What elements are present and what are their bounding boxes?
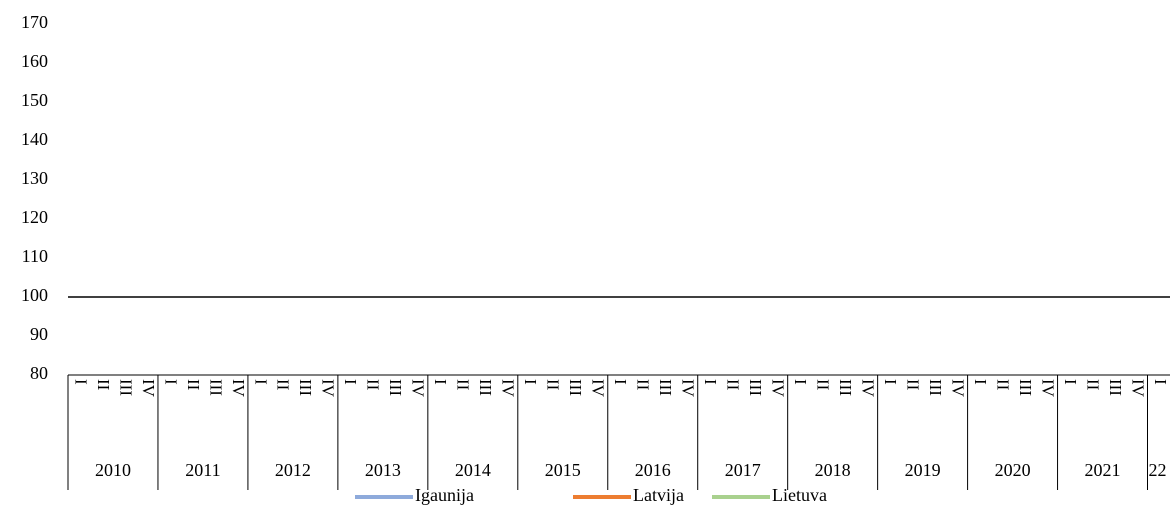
year-label: 2020 bbox=[995, 460, 1031, 480]
x-tick-label: I bbox=[161, 379, 180, 385]
x-tick-label: II bbox=[903, 379, 922, 391]
x-tick-label: I bbox=[1061, 379, 1080, 385]
x-tick-label: IV bbox=[409, 379, 428, 398]
year-label: 2011 bbox=[185, 460, 220, 480]
x-tick-label: II bbox=[634, 379, 653, 391]
x-tick-label: III bbox=[836, 379, 855, 396]
x-tick-label: IV bbox=[499, 379, 518, 398]
year-label: 2018 bbox=[815, 460, 851, 480]
x-tick-label: IV bbox=[229, 379, 248, 398]
year-label: 2013 bbox=[365, 460, 401, 480]
y-tick-label: 150 bbox=[21, 90, 48, 110]
y-tick-label: 130 bbox=[21, 168, 48, 188]
x-tick-label: IV bbox=[679, 379, 698, 398]
legend-label: Igaunija bbox=[415, 485, 474, 505]
x-tick-label: II bbox=[454, 379, 473, 391]
x-tick-label: I bbox=[881, 379, 900, 385]
x-tick-label: II bbox=[364, 379, 383, 391]
y-tick-label: 160 bbox=[21, 51, 48, 71]
x-tick-label: IV bbox=[858, 379, 877, 398]
x-tick-label: I bbox=[1151, 379, 1170, 385]
x-tick-label: III bbox=[926, 379, 945, 396]
x-tick-label: III bbox=[386, 379, 405, 396]
year-label: 2014 bbox=[455, 460, 491, 480]
year-label: 2012 bbox=[275, 460, 311, 480]
year-label: 2016 bbox=[635, 460, 671, 480]
legend-label: Latvija bbox=[633, 485, 684, 505]
year-label: 2015 bbox=[545, 460, 581, 480]
year-label: 2010 bbox=[95, 460, 131, 480]
year-label: 22 bbox=[1149, 460, 1167, 480]
y-tick-label: 80 bbox=[30, 363, 48, 383]
x-tick-label: IV bbox=[139, 379, 158, 398]
x-tick-label: III bbox=[1106, 379, 1125, 396]
y-tick-label: 140 bbox=[21, 129, 48, 149]
year-label: 2019 bbox=[905, 460, 941, 480]
x-tick-label: IV bbox=[1038, 379, 1057, 398]
x-tick-label: II bbox=[814, 379, 833, 391]
x-tick-label: II bbox=[94, 379, 113, 391]
y-tick-label: 170 bbox=[21, 12, 48, 32]
x-tick-label: III bbox=[206, 379, 225, 396]
y-tick-label: 90 bbox=[30, 324, 48, 344]
x-tick-label: IV bbox=[1128, 379, 1147, 398]
x-tick-label: I bbox=[791, 379, 810, 385]
year-label: 2021 bbox=[1085, 460, 1121, 480]
x-tick-label: II bbox=[184, 379, 203, 391]
x-tick-label: II bbox=[544, 379, 563, 391]
x-tick-label: I bbox=[521, 379, 540, 385]
x-tick-label: IV bbox=[948, 379, 967, 398]
x-tick-label: III bbox=[746, 379, 765, 396]
x-tick-label: I bbox=[71, 379, 90, 385]
x-tick-label: III bbox=[656, 379, 675, 396]
x-tick-label: I bbox=[431, 379, 450, 385]
x-tick-label: IV bbox=[769, 379, 788, 398]
x-tick-label: II bbox=[1083, 379, 1102, 391]
y-tick-label: 100 bbox=[21, 285, 48, 305]
x-tick-label: I bbox=[701, 379, 720, 385]
x-tick-label: I bbox=[251, 379, 270, 385]
x-tick-label: III bbox=[566, 379, 585, 396]
x-tick-label: IV bbox=[589, 379, 608, 398]
y-tick-label: 110 bbox=[22, 246, 48, 266]
x-tick-label: III bbox=[116, 379, 135, 396]
x-tick-label: II bbox=[993, 379, 1012, 391]
legend-label: Lietuva bbox=[772, 485, 827, 505]
y-tick-label: 120 bbox=[21, 207, 48, 227]
x-tick-label: IV bbox=[319, 379, 338, 398]
x-tick-label: II bbox=[274, 379, 293, 391]
year-label: 2017 bbox=[725, 460, 761, 480]
x-tick-label: III bbox=[1016, 379, 1035, 396]
x-tick-label: III bbox=[476, 379, 495, 396]
x-tick-label: III bbox=[296, 379, 315, 396]
x-tick-label: I bbox=[611, 379, 630, 385]
x-tick-label: I bbox=[971, 379, 990, 385]
x-tick-label: II bbox=[724, 379, 743, 391]
x-tick-label: I bbox=[341, 379, 360, 385]
